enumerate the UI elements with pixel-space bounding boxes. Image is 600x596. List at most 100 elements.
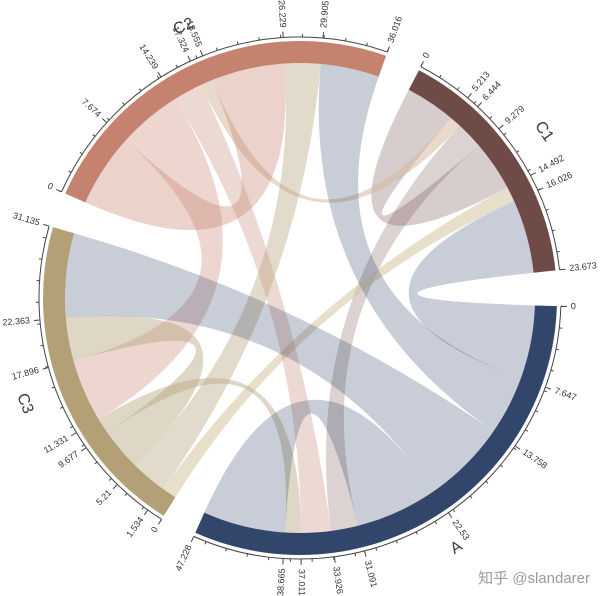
minor-tick xyxy=(439,74,442,78)
minor-tick xyxy=(79,151,83,155)
sector-arc-C3 xyxy=(43,227,176,516)
sector-bands xyxy=(43,41,557,555)
minor-tick xyxy=(473,100,477,104)
tick-label: 36.016 xyxy=(385,15,404,44)
chord-C1-C1 xyxy=(371,89,508,226)
minor-tick xyxy=(550,369,554,372)
minor-tick xyxy=(527,168,531,172)
minor-tick xyxy=(415,531,418,535)
minor-tick xyxy=(215,47,218,51)
major-tick xyxy=(447,512,453,518)
tick-label: 0 xyxy=(571,301,576,311)
tick-label: 7.674 xyxy=(80,97,103,120)
major-tick xyxy=(143,509,149,516)
minor-tick xyxy=(452,509,456,513)
major-tick xyxy=(112,484,118,490)
major-tick xyxy=(514,445,521,450)
tick-label: 26.229 xyxy=(276,0,288,28)
minor-tick xyxy=(204,541,207,545)
major-tick xyxy=(55,188,62,193)
minor-tick xyxy=(543,390,547,393)
chord-C2-A xyxy=(318,63,521,432)
major-tick xyxy=(333,556,336,563)
minor-tick xyxy=(489,116,493,119)
minor-tick xyxy=(69,425,73,429)
major-tick xyxy=(71,432,77,437)
minor-tick xyxy=(141,506,145,510)
tick-label: 9.677 xyxy=(56,449,80,470)
major-tick xyxy=(190,536,195,543)
chord-C2-C3 xyxy=(135,63,321,489)
minor-tick xyxy=(246,553,248,557)
major-tick xyxy=(187,55,191,62)
minor-tick xyxy=(503,132,507,136)
tick-label: 14.239 xyxy=(137,42,160,71)
major-tick xyxy=(157,519,163,525)
minor-tick xyxy=(545,208,549,211)
minor-tick xyxy=(366,42,368,46)
chord-C3-C3 xyxy=(65,315,204,466)
major-tick xyxy=(537,187,544,191)
sector-name-C2: C2 xyxy=(171,15,197,39)
minor-tick xyxy=(354,553,357,557)
tick-label: 33.926 xyxy=(331,566,345,595)
minor-tick xyxy=(175,64,178,68)
major-tick xyxy=(157,71,162,78)
tick-label: 11.331 xyxy=(42,433,70,455)
tick-label: 0 xyxy=(420,51,431,60)
tick-label: 31.091 xyxy=(363,559,379,588)
major-tick xyxy=(467,93,472,99)
minor-tick xyxy=(124,493,128,496)
minor-tick xyxy=(59,406,64,409)
chord-ribbons xyxy=(65,63,535,534)
tick-label: 37.011 xyxy=(297,569,307,596)
minor-tick xyxy=(552,229,556,232)
chord-C2-C3 xyxy=(73,99,223,420)
minor-tick xyxy=(456,87,460,91)
chord-A-A xyxy=(204,399,434,533)
minor-tick xyxy=(469,495,473,499)
chord-C1-A xyxy=(325,125,480,531)
watermark: 知乎 @slandarer xyxy=(478,570,590,587)
tick-label: 0 xyxy=(46,181,55,192)
tick-label: 1.534 xyxy=(124,515,145,539)
major-tick xyxy=(199,50,204,57)
axis-C2 xyxy=(61,36,388,193)
tick-label: 47.228 xyxy=(173,543,193,572)
chord-C1-A xyxy=(408,201,535,379)
sector-name-C1: C1 xyxy=(531,118,557,145)
major-tick xyxy=(420,61,425,67)
minor-tick xyxy=(40,344,44,347)
minor-tick xyxy=(68,170,72,173)
tick-label: 5.21 xyxy=(94,488,113,508)
minor-tick xyxy=(45,365,49,368)
major-tick xyxy=(322,31,325,39)
minor-tick xyxy=(500,464,504,468)
minor-tick xyxy=(535,410,539,413)
chord-C3-A xyxy=(65,233,494,492)
tick-label: 31.135 xyxy=(12,210,41,227)
minor-tick xyxy=(122,102,125,106)
minor-tick xyxy=(94,461,98,465)
major-tick xyxy=(559,268,566,271)
major-tick xyxy=(33,319,40,322)
major-tick xyxy=(498,124,504,130)
axis-C1 xyxy=(420,66,560,270)
minor-tick xyxy=(525,429,529,432)
tick-label: 17.896 xyxy=(11,365,40,382)
major-tick xyxy=(530,172,536,176)
chord-C1-C2 xyxy=(201,79,460,203)
major-tick xyxy=(42,367,49,370)
chord-C2-C2 xyxy=(85,63,286,231)
chord-C2-A xyxy=(174,84,331,534)
minor-tick xyxy=(344,37,347,42)
sector-arc-C2 xyxy=(65,41,387,203)
minor-tick xyxy=(556,250,560,253)
major-tick xyxy=(364,550,367,557)
minor-tick xyxy=(138,88,142,92)
minor-tick xyxy=(236,41,239,45)
tick-label: 13.758 xyxy=(521,447,549,471)
tick-label: 38.665 xyxy=(275,568,287,596)
